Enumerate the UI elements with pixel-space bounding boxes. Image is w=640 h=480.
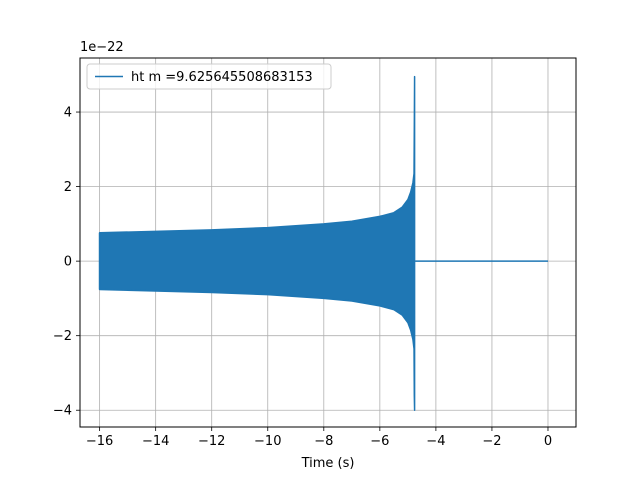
x-axis-label: Time (s) xyxy=(301,456,355,471)
x-tick-label: −6 xyxy=(370,434,389,449)
y-tick-label: 4 xyxy=(64,106,72,121)
y-offset-label: 1e−22 xyxy=(80,40,124,55)
legend: ht m =9.625645508683153 xyxy=(86,63,332,90)
x-tick-label: −4 xyxy=(426,434,445,449)
x-tick-label: −14 xyxy=(142,434,169,449)
y-tick-label: −2 xyxy=(53,329,72,344)
x-tick-label: −12 xyxy=(198,434,225,449)
ticks: −16 −14 −12 −10 −8 −6 −4 −2 0 −4 −2 0 2 4 xyxy=(53,106,552,449)
y-tick-label: 0 xyxy=(64,255,72,270)
x-tick-label: 0 xyxy=(544,434,552,449)
legend-label: ht m =9.625645508683153 xyxy=(131,70,313,85)
y-tick-label: 2 xyxy=(64,180,72,195)
x-tick-label: −16 xyxy=(86,434,113,449)
y-tick-label: −4 xyxy=(53,404,72,419)
x-tick-label: −10 xyxy=(254,434,281,449)
x-tick-label: −8 xyxy=(314,434,333,449)
axes-frame xyxy=(79,57,577,428)
waveform-oscillation xyxy=(98,75,416,411)
legend-box xyxy=(86,63,332,90)
x-tick-label: −2 xyxy=(482,434,501,449)
data-series xyxy=(98,75,548,411)
